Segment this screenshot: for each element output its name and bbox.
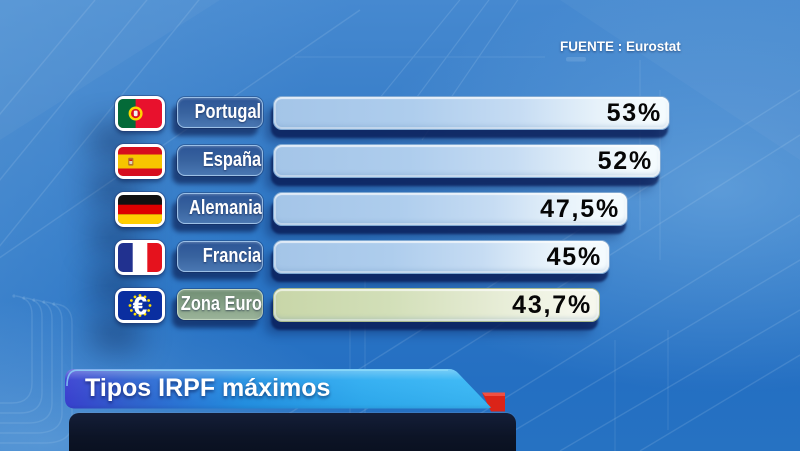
svg-text:€: € [133, 292, 147, 320]
